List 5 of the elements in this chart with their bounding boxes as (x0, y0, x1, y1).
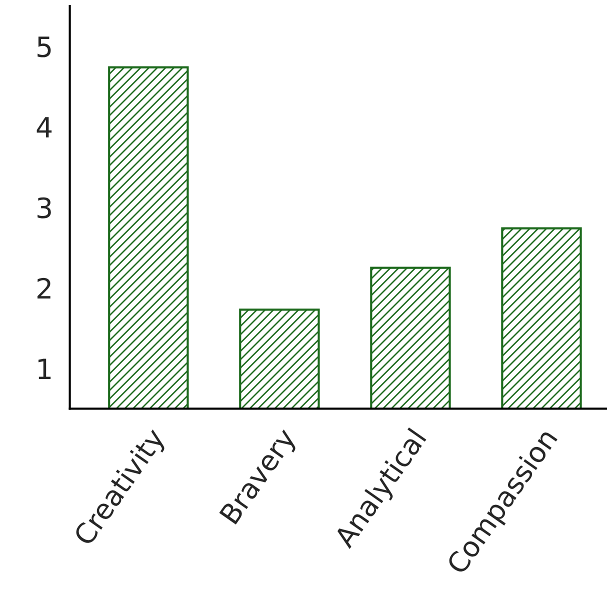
y-tick-label: 4 (36, 117, 52, 138)
y-tick-label: 3 (38, 197, 51, 218)
y-tick-label: 5 (38, 36, 51, 58)
y-tick-label: 1 (38, 358, 51, 379)
y-tick-label: 2 (38, 278, 50, 298)
